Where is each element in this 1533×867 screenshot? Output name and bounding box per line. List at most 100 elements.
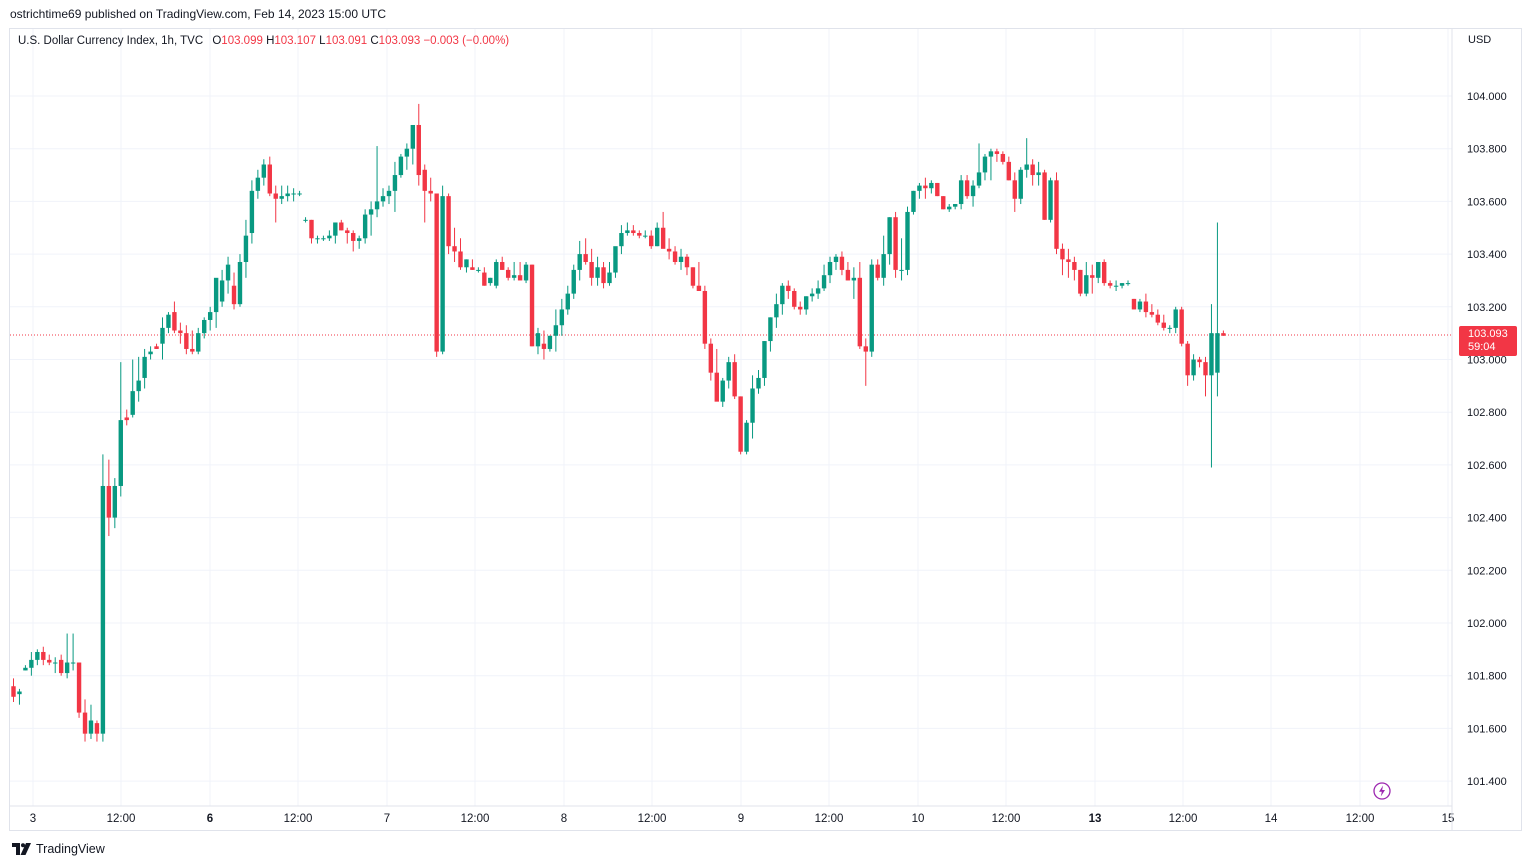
y-tick-label: 102.600 bbox=[1467, 460, 1507, 472]
candle-body bbox=[768, 317, 773, 342]
candle bbox=[511, 262, 517, 281]
x-tick-label: 14 bbox=[1265, 813, 1278, 825]
candle bbox=[815, 280, 821, 299]
close-label: C bbox=[370, 35, 379, 47]
candle bbox=[619, 225, 624, 255]
candle bbox=[213, 277, 219, 328]
footer-brand[interactable]: TradingView bbox=[12, 842, 105, 856]
candle-body bbox=[726, 362, 731, 381]
candle bbox=[774, 293, 779, 328]
candle bbox=[1161, 314, 1166, 331]
candle-body bbox=[11, 686, 16, 697]
candle bbox=[958, 175, 964, 210]
candle bbox=[130, 359, 135, 418]
candle-body bbox=[952, 204, 958, 207]
candle bbox=[500, 256, 505, 270]
candle-body bbox=[684, 256, 690, 268]
currency-label[interactable]: USD bbox=[1468, 34, 1492, 46]
candle-body bbox=[148, 351, 153, 355]
candle-body bbox=[279, 196, 284, 199]
candle bbox=[88, 704, 94, 739]
candle bbox=[76, 662, 82, 718]
candle-body bbox=[654, 227, 660, 247]
candle-body bbox=[1084, 275, 1089, 294]
candle bbox=[577, 240, 582, 281]
candle-body bbox=[1030, 164, 1035, 176]
candle-body bbox=[94, 723, 100, 734]
candle bbox=[970, 180, 976, 207]
candle bbox=[875, 259, 880, 281]
candle bbox=[380, 188, 386, 207]
candle-body bbox=[291, 193, 296, 195]
candle bbox=[1066, 248, 1071, 278]
candle bbox=[327, 230, 332, 241]
candle-body bbox=[809, 293, 815, 297]
candle bbox=[434, 193, 439, 357]
candle-body bbox=[660, 227, 666, 249]
candle-body bbox=[351, 233, 356, 241]
candle-body bbox=[613, 246, 618, 273]
candle bbox=[64, 633, 70, 679]
candle bbox=[923, 177, 928, 199]
candle-body bbox=[774, 304, 779, 318]
candle bbox=[660, 211, 666, 249]
candle-body bbox=[88, 720, 94, 734]
candle bbox=[237, 254, 243, 307]
candle bbox=[225, 256, 231, 294]
candle-body bbox=[422, 169, 427, 191]
candle-body bbox=[1000, 153, 1006, 162]
y-tick-label: 103.400 bbox=[1467, 249, 1507, 261]
candle bbox=[1107, 280, 1113, 289]
candle-body bbox=[1060, 248, 1065, 260]
candle-body bbox=[756, 377, 761, 389]
candle bbox=[106, 459, 112, 537]
candle-body bbox=[1197, 359, 1202, 363]
candle bbox=[118, 362, 123, 497]
candle-body bbox=[786, 285, 791, 291]
candle bbox=[184, 325, 189, 355]
candle bbox=[643, 230, 648, 239]
candle bbox=[124, 409, 129, 426]
candle bbox=[845, 262, 851, 281]
candle bbox=[696, 262, 702, 291]
candle bbox=[881, 235, 886, 286]
candle bbox=[625, 222, 630, 236]
candle-body bbox=[869, 264, 874, 352]
candle bbox=[744, 420, 749, 455]
candle bbox=[1155, 309, 1161, 326]
candle bbox=[529, 264, 535, 347]
candle bbox=[929, 180, 934, 194]
candle-body bbox=[565, 293, 570, 310]
candle-body bbox=[58, 659, 64, 674]
candle-body bbox=[82, 712, 88, 734]
candle-body bbox=[732, 362, 737, 397]
candle-body bbox=[1143, 301, 1149, 313]
candle-body bbox=[494, 262, 499, 286]
candle-body bbox=[970, 185, 976, 197]
candle-body bbox=[488, 277, 493, 284]
y-tick-label: 103.200 bbox=[1467, 302, 1507, 314]
candle bbox=[1215, 222, 1220, 397]
candle bbox=[809, 288, 815, 302]
candle-body bbox=[821, 275, 827, 289]
lightning-icon[interactable] bbox=[1373, 782, 1391, 800]
candle bbox=[243, 219, 249, 278]
candle-body bbox=[649, 235, 654, 247]
candle bbox=[476, 267, 481, 273]
candle-body bbox=[601, 267, 606, 284]
grid-lines bbox=[10, 29, 1452, 806]
candle-body bbox=[559, 309, 565, 326]
candle-body bbox=[315, 238, 320, 240]
candle-body bbox=[702, 290, 708, 344]
published-caption: ostrichtime69 published on TradingView.c… bbox=[10, 7, 386, 21]
candle bbox=[488, 277, 493, 286]
y-tick-label: 102.000 bbox=[1467, 618, 1507, 630]
candle bbox=[1060, 243, 1065, 276]
candle-body bbox=[798, 306, 803, 310]
high-label: H bbox=[266, 35, 275, 47]
candle-body bbox=[666, 248, 672, 252]
candle-body bbox=[261, 164, 267, 178]
candle-body bbox=[285, 193, 290, 197]
candle-body bbox=[1012, 180, 1017, 199]
